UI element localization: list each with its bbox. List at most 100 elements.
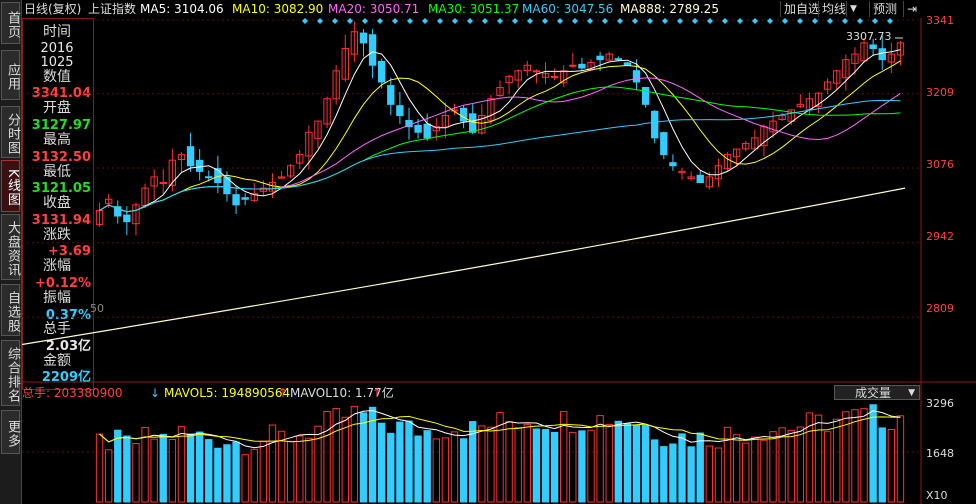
event-marker-icon [812,18,818,24]
event-marker-icon [467,18,473,24]
volume-bar [168,438,177,503]
predict-button[interactable]: 预测 [869,1,900,17]
volume-bar [177,426,186,503]
candle-body [114,206,122,217]
candle-body [104,198,113,204]
candle-body [860,42,868,62]
low-value: 3121.05 [31,181,91,196]
event-marker-icon [377,18,383,24]
nav-tab-more[interactable]: 更多 [1,410,20,454]
candle-body [714,165,723,180]
candle-body [887,53,896,63]
volume-bar [159,433,167,503]
nav-tab-market-news[interactable]: 大盘资讯 [1,214,20,280]
volume-bar [305,437,313,503]
event-marker-icon [632,18,638,24]
event-marker-icon [647,18,653,24]
event-marker-icon [677,18,683,24]
candle-body [751,137,759,150]
volume-bar [823,431,832,503]
mavol10-value: MAVOL10: 1.77亿 [290,386,394,400]
volume-bar [569,431,577,503]
chart-header: 日线(复权) 上证指数 MA5: 3104.06 MA10: 3082.90 M… [22,0,976,18]
candle-body [687,176,695,179]
event-marker-icon [842,18,848,24]
event-marker-icon [452,18,458,24]
volume-bar [796,426,805,503]
price-tick-2: 3209 [926,86,954,99]
nav-tab-home[interactable]: 首页 [1,2,20,44]
candle-body [678,170,686,174]
volume-bar [550,431,559,503]
volume-bar [778,427,786,503]
year-value: 2016 [40,41,74,56]
total-volume: 总手: 203380900 [22,386,123,400]
volume-bar [114,429,122,503]
candle-body [532,70,541,73]
indicator-select[interactable]: 成交量 ▼ [834,385,920,400]
candle-body [305,131,313,157]
candle-body [323,98,331,125]
nav-tab-ranking[interactable]: 综合排名 [1,340,20,406]
total-volume-arrow: ↓ [150,386,161,400]
candle-body [596,55,604,61]
candle-body [778,115,786,120]
candle-body [132,204,140,225]
volume-bar [341,416,349,503]
volume-bar [387,432,395,503]
candle-body [186,146,195,167]
volume-bar [423,430,431,503]
candle-body [259,187,268,192]
dropdown-arrow-icon[interactable]: ▼ [846,1,860,17]
mavol10-line [99,415,901,443]
event-marker-icon [407,18,413,24]
ma10-line [99,60,901,213]
volume-bar [286,440,295,503]
candle-body [769,120,777,133]
ma-lines-button[interactable]: 均线 [818,1,849,17]
volume-bar [560,411,568,503]
volume-bar [405,420,413,503]
event-marker-icon [767,18,773,24]
mavol5-value: MAVOL5: 194890564 [164,386,291,400]
volume-multiplier: X10 [926,489,948,502]
left-nav: 首页 应用 分时图 K线图 大盘资讯 自选股 综合排名 更多 [0,0,22,504]
volume-bar [450,431,459,503]
volume-bar [95,433,104,503]
index-name: 上证指数 [88,2,137,16]
event-marker-icon [302,18,308,24]
volume-bar [277,430,286,503]
nav-tab-timeshare[interactable]: 分时图 [1,106,20,158]
candle-body [195,159,204,172]
candle-body [378,60,386,83]
candle-body [459,107,468,122]
event-marker-icon [497,18,503,24]
candle-body [341,47,349,80]
volume-bar [223,444,231,503]
volume-bar [660,446,668,503]
candle-body [223,176,231,195]
candle-body [314,120,322,139]
nav-tab-watchlist[interactable]: 自选股 [1,284,20,336]
volume-bar [478,425,486,503]
event-marker-icon [662,18,668,24]
candle-body [496,87,504,96]
volume-bar [896,415,905,503]
event-marker-icon [557,18,563,24]
volume-bar [769,431,777,503]
volume-bar [732,434,741,503]
panel-collapse-icon[interactable]: ⇥ [903,1,920,17]
add-watchlist-button[interactable]: 加自选 [780,1,823,17]
candle-body [550,75,559,78]
volume-bar [742,442,750,503]
candle-body [368,34,377,66]
event-marker-icon [722,18,728,24]
amount-label: 金额 [43,353,71,369]
volume-label: 总手 [43,321,71,337]
event-marker-icon [887,18,893,24]
nav-tab-apps[interactable]: 应用 [1,50,20,100]
volume-bar [760,439,768,503]
ma60-value: MA60: 3047.56 [522,2,614,16]
nav-tab-kline[interactable]: K线图 [1,160,20,212]
